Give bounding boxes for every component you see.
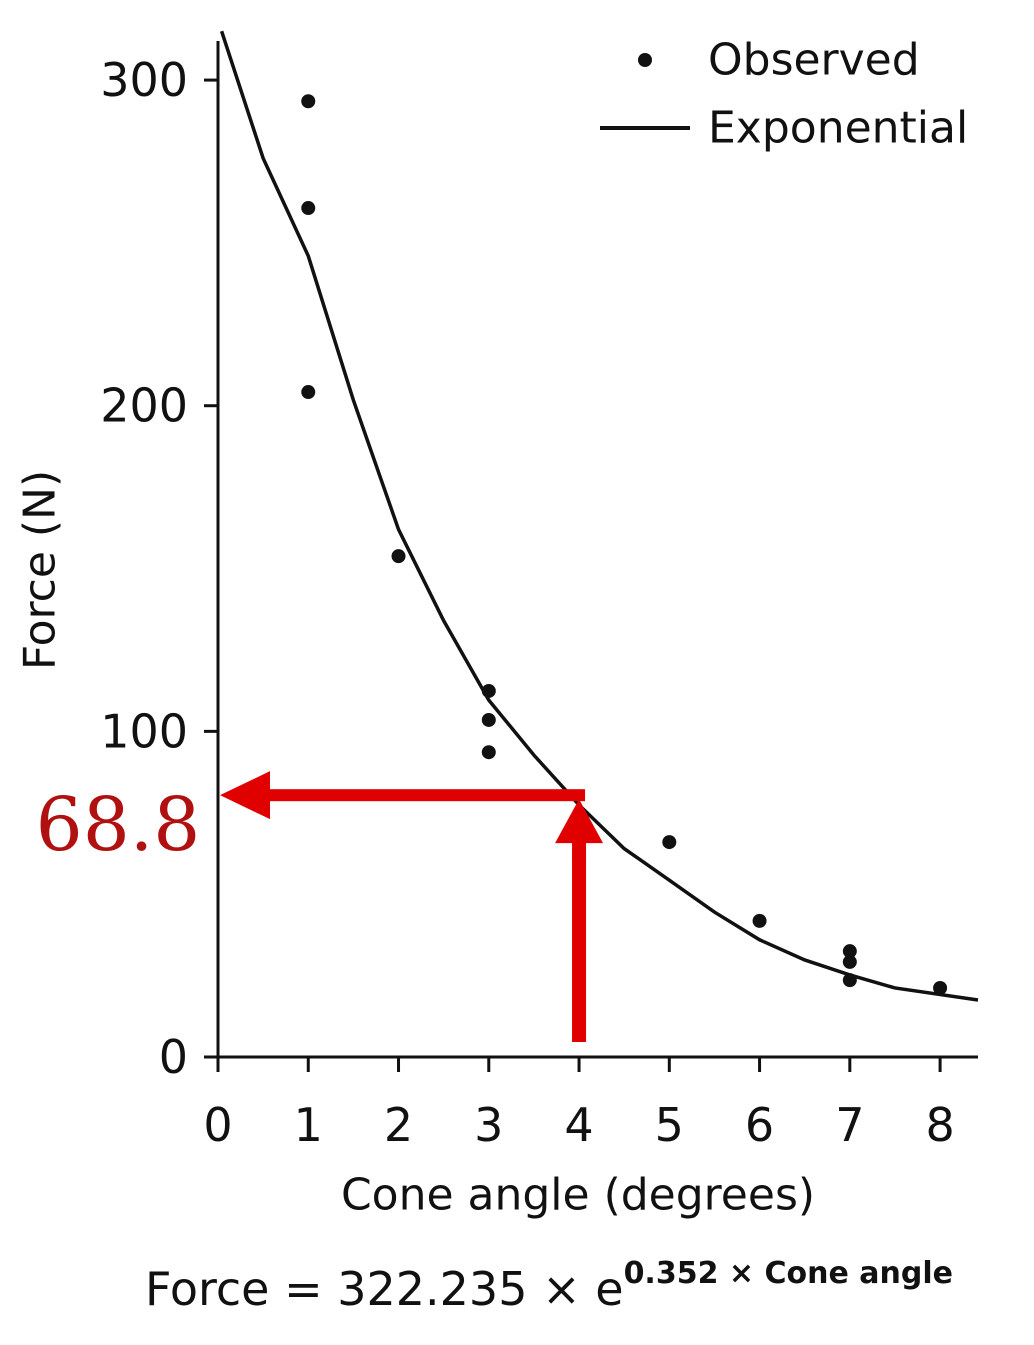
legend-label: Exponential <box>708 103 968 154</box>
data-point <box>842 944 857 959</box>
x-axis-title: Cone angle (degrees) <box>341 1170 815 1221</box>
formula-base: Force = 322.235 × e <box>145 1262 624 1316</box>
data-point <box>752 913 767 928</box>
y-tick-label: 0 <box>159 1030 188 1084</box>
data-point <box>933 980 948 995</box>
y-tick-label: 100 <box>100 704 188 758</box>
annotation-arrow-shaft <box>263 789 586 802</box>
x-tick-label: 5 <box>655 1098 684 1152</box>
x-tick-label: 8 <box>925 1098 954 1152</box>
annotation-label: 68.8 <box>36 782 201 868</box>
x-tick-label: 6 <box>745 1098 774 1152</box>
annotation-arrow-head <box>555 799 604 844</box>
legend-marker <box>638 53 652 67</box>
data-point <box>842 954 857 969</box>
data-point <box>481 712 496 727</box>
x-tick-label: 7 <box>835 1098 864 1152</box>
x-tick-label: 2 <box>384 1098 413 1152</box>
data-point <box>301 385 316 400</box>
x-tick-label: 1 <box>294 1098 323 1152</box>
data-point <box>481 745 496 760</box>
legend-label: Observed <box>708 35 920 86</box>
data-point <box>301 201 316 216</box>
annotation-arrow-shaft <box>572 835 587 1042</box>
data-point <box>301 94 316 109</box>
y-tick-label: 300 <box>100 53 188 107</box>
y-axis-title: Force (N) <box>15 470 66 670</box>
fit-line <box>219 30 979 1002</box>
formula: Force = 322.235 × e0.352 × Cone angle <box>145 1256 953 1316</box>
formula-exponent: 0.352 × Cone angle <box>624 1256 953 1291</box>
x-tick-label: 4 <box>564 1098 593 1152</box>
x-tick-label: 0 <box>203 1098 232 1152</box>
y-tick-label: 200 <box>100 379 188 433</box>
data-point <box>391 549 406 564</box>
data-point <box>662 835 677 850</box>
annotation-arrow-head <box>220 771 270 820</box>
x-tick-label: 3 <box>474 1098 503 1152</box>
